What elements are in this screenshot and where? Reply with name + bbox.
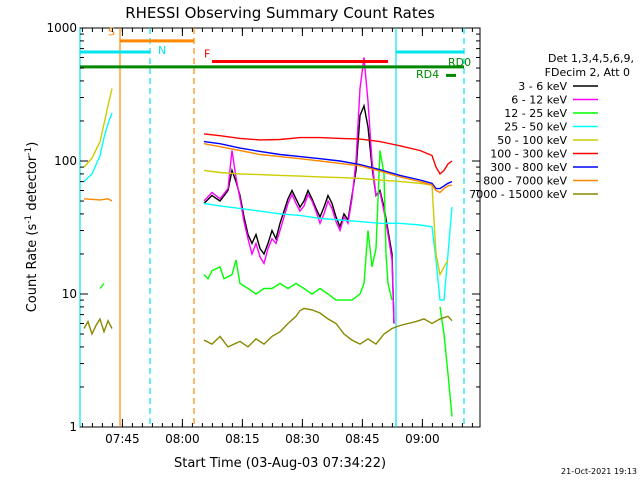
- status-bar-label: RD0: [448, 56, 471, 69]
- x-tick-label: 08:45: [345, 432, 380, 446]
- status-bars: S N F RD0 RD4: [80, 25, 471, 81]
- series-line-3-6-kev: [203, 103, 395, 324]
- legend-label-3-6-kev: 3 - 6 keV: [518, 80, 567, 93]
- y-axis: 1 10 100 1000: [46, 21, 480, 434]
- series-line-800-7000-kev: [83, 198, 113, 202]
- legend-header-line-1: Det 1,3,4,5,6,9,: [548, 52, 634, 65]
- footer-date: 21-Oct-2021 19:13: [561, 467, 637, 476]
- status-bar-label: F: [204, 48, 210, 61]
- y-label-main: Count Rate (s: [25, 224, 40, 313]
- legend-label-300-800-kev: 300 - 800 keV: [490, 161, 567, 174]
- legend-label-12-25-kev: 12 - 25 keV: [504, 107, 567, 120]
- series-line-25-50-kev: [83, 112, 113, 183]
- series-line-300-800-kev: [203, 140, 453, 190]
- series-line-12-25-kev: [99, 283, 105, 289]
- legend-label-50-100-kev: 50 - 100 keV: [497, 134, 567, 147]
- x-axis: 07:45 08:00 08:15 08:30 08:45 09:00: [81, 28, 473, 446]
- y-label-sup-2: -1: [24, 147, 34, 156]
- series-line-50-100-kev: [83, 88, 113, 168]
- series-group: [83, 57, 453, 417]
- y-tick-label: 1: [69, 420, 77, 434]
- plot-frame: [79, 27, 481, 428]
- legend-label-100-300-kev: 100 - 300 keV: [490, 148, 567, 161]
- series-line-25-50-kev: [203, 202, 453, 301]
- series-line-12-25-kev: [203, 150, 393, 301]
- y-label-mid: detector: [25, 155, 40, 215]
- series-line-800-7000-kev: [203, 143, 453, 194]
- x-tick-label: 08:30: [285, 432, 320, 446]
- y-tick-label: 100: [54, 154, 77, 168]
- legend-label-25-50-kev: 25 - 50 keV: [504, 121, 567, 134]
- legend-label-800-7000-kev: 800 - 7000 keV: [483, 175, 567, 188]
- vertical-lines: [79, 28, 465, 427]
- legend-label-6-12-kev: 6 - 12 keV: [511, 94, 567, 107]
- x-tick-label: 09:00: [405, 432, 440, 446]
- series-line-7000-15000-kev: [83, 317, 113, 336]
- legend: Det 1,3,4,5,6,9, FDecim 2, Att 0 3 - 6 k…: [469, 52, 634, 201]
- y-label-close: ): [25, 142, 40, 147]
- status-bar-label: N: [158, 44, 166, 57]
- y-axis-label: Count Rate (s-1 detector-1): [24, 142, 40, 313]
- series-line-50-100-kev: [203, 169, 449, 277]
- status-bar-label: S: [108, 25, 115, 38]
- series-line-7000-15000-kev: [203, 307, 453, 348]
- y-tick-label: 1000: [46, 21, 77, 35]
- chart-title: RHESSI Observing Summary Count Rates: [125, 4, 435, 22]
- x-axis-label: Start Time (03-Aug-03 07:34:22): [174, 456, 386, 471]
- x-tick-label: 07:45: [105, 432, 140, 446]
- series-line-100-300-kev: [203, 133, 453, 175]
- plot-area: S N F RD0 RD4: [79, 25, 481, 428]
- y-tick-label: 10: [62, 287, 77, 301]
- y-label-sup-1: -1: [24, 215, 34, 224]
- series-line-6-12-kev: [203, 57, 395, 324]
- status-bar-label: RD4: [416, 68, 439, 81]
- series-line-12-25-kev: [439, 306, 453, 417]
- legend-label-7000-15000-kev: 7000 - 15000 keV: [469, 188, 567, 201]
- x-tick-label: 08:00: [165, 432, 200, 446]
- x-tick-label: 08:15: [225, 432, 260, 446]
- legend-header-line-2: FDecim 2, Att 0: [545, 66, 630, 79]
